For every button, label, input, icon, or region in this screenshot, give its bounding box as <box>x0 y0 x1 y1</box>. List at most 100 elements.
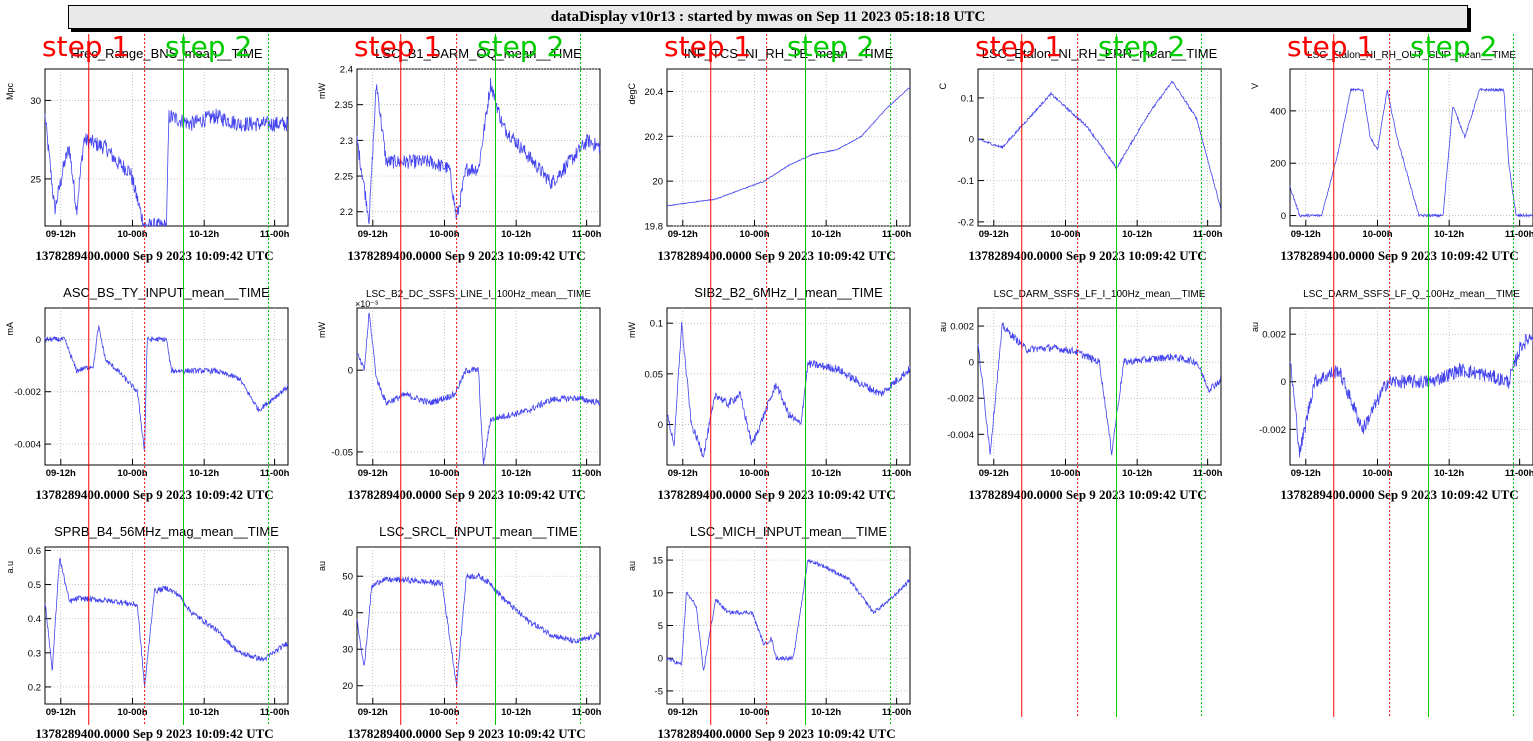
chart-title: LSC_B2_DC_SSFS_LINE_I_100Hz_mean__TIME <box>366 289 591 300</box>
y-tick-label: 20.4 <box>645 87 664 98</box>
y-tick-label: 50 <box>342 572 353 583</box>
plot-frame <box>666 68 911 227</box>
x-tick-label: 11-00h <box>572 229 602 240</box>
footer-timestamp: 1378289400.0000 Sep 9 2023 10:09:42 UTC <box>968 248 1206 263</box>
y-axis-unit: mW <box>317 83 327 99</box>
y-axis-unit: degC <box>627 82 637 104</box>
footer-timestamp: 1378289400.0000 Sep 9 2023 10:09:42 UTC <box>347 726 585 741</box>
chart-panel: LSC_Etalon_NI_RH_ERR_mean__TIME -0.2 -0.1 0… <box>938 46 1223 263</box>
y-tick-label: 0 <box>969 358 974 369</box>
y-tick-label: 0.2 <box>28 682 41 693</box>
chart-title: INF_TCS_NI_RH_TE_mean__TIME <box>684 46 894 61</box>
x-tick-label: 10-00h <box>117 229 147 240</box>
series-line <box>666 86 911 207</box>
y-axis-unit: V <box>1250 83 1260 89</box>
plot-frame <box>44 307 289 466</box>
plot-frame <box>1289 307 1533 466</box>
series-line <box>977 322 1222 456</box>
step-markers: step 1 step 2 <box>1287 30 1515 717</box>
x-tick-label: 10-12h <box>189 229 219 240</box>
y-tick-label: 0.05 <box>645 369 664 380</box>
x-tick-label: 11-00h <box>260 468 290 479</box>
x-tick-label: 10-12h <box>1122 468 1152 479</box>
chart-title: ASC_BS_TY_INPUT_mean__TIME <box>63 285 270 300</box>
y-tick-label: 0.002 <box>950 322 974 333</box>
x-tick-label: 10-00h <box>1050 468 1080 479</box>
y-axis-unit: mW <box>627 322 637 338</box>
chart-panel: INF_TCS_NI_RH_TE_mean__TIME 19.8 20 20.2 20.… <box>627 46 912 263</box>
y-tick-label: -0.1 <box>958 176 974 187</box>
y-axis-exponent: ×10⁻³ <box>355 299 378 309</box>
x-tick-label: 10-12h <box>501 229 531 240</box>
step-label: step 1 <box>664 30 751 63</box>
x-tick-label: 09-12h <box>979 468 1009 479</box>
chart-title: SPRB_B4_56MHz_mag_mean__TIME <box>54 524 279 539</box>
y-tick-label: 2.3 <box>340 136 353 147</box>
footer-timestamp: 1378289400.0000 Sep 9 2023 10:09:42 UTC <box>657 487 895 502</box>
y-tick-label: 200 <box>1270 159 1286 170</box>
chart-title: Hrec_Range_BNS_mean__TIME <box>70 46 263 61</box>
x-tick-label: 10-12h <box>1434 468 1464 479</box>
x-tick-label: 11-00h <box>1505 468 1533 479</box>
y-tick-label: -0.002 <box>14 387 41 398</box>
x-tick-label: 09-12h <box>46 229 76 240</box>
y-tick-label: 2.4 <box>340 65 353 76</box>
series-line <box>44 557 289 686</box>
y-axis-unit: Mpc <box>5 83 15 101</box>
y-tick-label: -0.004 <box>14 440 41 451</box>
y-tick-label: 25 <box>30 174 41 185</box>
x-tick-label: 10-00h <box>739 468 769 479</box>
chart-panel: Hrec_Range_BNS_mean__TIME 25 30 09-12h 10-00… <box>5 46 290 263</box>
x-tick-label: 11-00h <box>1193 229 1223 240</box>
x-tick-label: 11-00h <box>260 229 290 240</box>
x-tick-label: 09-12h <box>668 229 698 240</box>
footer-timestamp: 1378289400.0000 Sep 9 2023 10:09:42 UTC <box>1280 248 1518 263</box>
chart-panel: LSC_DARM_SSFS_LF_Q_100Hz_mean__TIME -0.00… <box>1250 289 1533 502</box>
footer-timestamp: 1378289400.0000 Sep 9 2023 10:09:42 UTC <box>347 487 585 502</box>
step-label: step 1 <box>1287 30 1374 63</box>
y-tick-label: 20 <box>342 681 353 692</box>
footer-timestamp: 1378289400.0000 Sep 9 2023 10:09:42 UTC <box>347 248 585 263</box>
y-tick-label: 0.6 <box>28 546 41 557</box>
y-tick-label: 0 <box>658 654 663 665</box>
x-tick-label: 11-00h <box>572 707 602 718</box>
series-line <box>666 559 911 672</box>
y-tick-label: 20 <box>652 177 663 188</box>
x-tick-label: 09-12h <box>1291 468 1321 479</box>
x-tick-label: 09-12h <box>358 229 388 240</box>
x-tick-label: 10-12h <box>811 229 841 240</box>
chart-title: LSC_SRCL_INPUT_mean__TIME <box>379 524 578 539</box>
y-tick-label: 0.4 <box>28 614 41 625</box>
series-line <box>44 108 289 228</box>
x-tick-label: 11-00h <box>1505 229 1533 240</box>
step-label: step 1 <box>42 30 129 63</box>
chart-panel: LSC_DARM_SSFS_LF_I_100Hz_mean__TIME -0.00… <box>938 289 1223 502</box>
y-tick-label: 40 <box>342 608 353 619</box>
y-axis-unit: mW <box>317 322 327 338</box>
footer-timestamp: 1378289400.0000 Sep 9 2023 10:09:42 UTC <box>657 248 895 263</box>
y-tick-label: -5 <box>655 686 663 697</box>
series-line <box>44 325 289 450</box>
y-axis-unit: mA <box>5 322 15 336</box>
plot-frame <box>1289 68 1533 227</box>
chart-panel: SIB2_B2_6MHz_I_mean__TIME 0 0.05 0.1 09-12h 1… <box>627 285 912 502</box>
step-markers: step 1 step 2 <box>42 30 270 725</box>
x-tick-label: 11-00h <box>882 468 912 479</box>
y-tick-label: -0.2 <box>958 217 974 228</box>
step-label: step 1 <box>354 30 441 63</box>
plot-frame <box>356 546 601 705</box>
step-markers: step 1 step 2 <box>354 30 582 725</box>
step-label: step 2 <box>165 30 252 63</box>
chart-title: LSC_Etalon_NI_RH_ERR_mean__TIME <box>982 46 1218 61</box>
chart-title: SIB2_B2_6MHz_I_mean__TIME <box>694 285 883 300</box>
series-line <box>1289 87 1533 219</box>
y-tick-label: -0.002 <box>947 394 974 405</box>
x-tick-label: 09-12h <box>358 468 388 479</box>
footer-timestamp: 1378289400.0000 Sep 9 2023 10:09:42 UTC <box>1280 487 1518 502</box>
y-tick-label: 0 <box>348 366 353 377</box>
y-tick-label: 5 <box>658 621 663 632</box>
x-tick-label: 11-00h <box>1193 468 1223 479</box>
y-tick-label: 2.2 <box>340 207 353 218</box>
y-tick-label: 0.1 <box>961 93 974 104</box>
